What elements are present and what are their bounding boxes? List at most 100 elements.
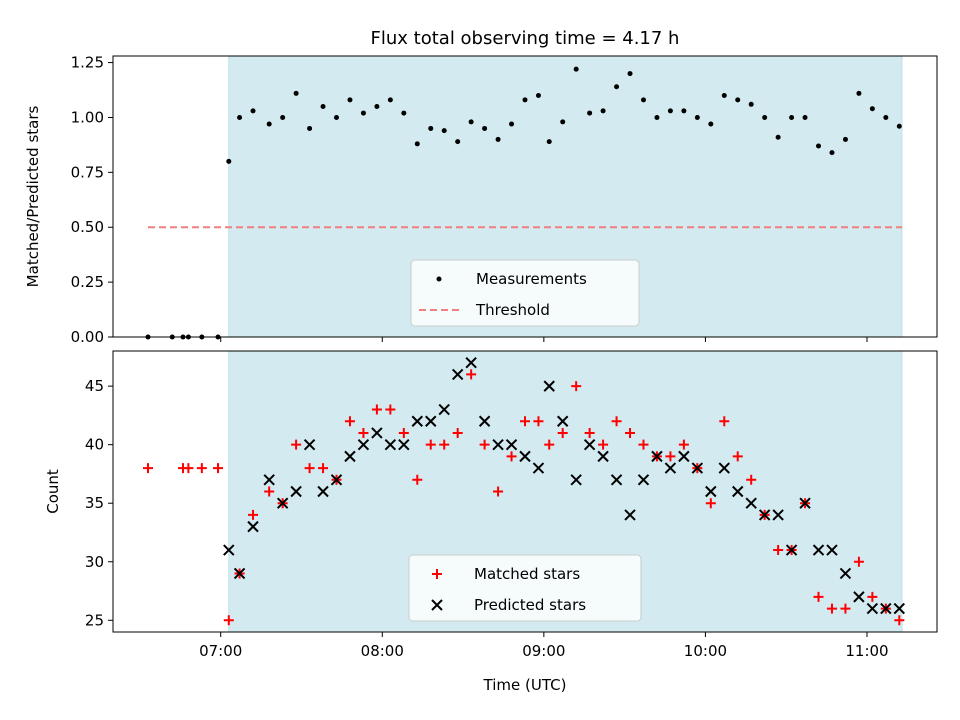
data-point (535, 93, 541, 99)
data-point (384, 438, 397, 451)
legend-label: Measurements (476, 270, 587, 288)
data-point (439, 439, 450, 450)
data-point (544, 439, 555, 450)
data-point (264, 486, 275, 497)
legend-label: Matched stars (474, 565, 580, 583)
data-point (347, 97, 353, 103)
data-point (802, 114, 808, 120)
data-point (826, 544, 838, 556)
data-point (799, 497, 811, 509)
data-point (856, 90, 862, 96)
data-point (893, 602, 906, 615)
data-point (664, 462, 677, 474)
y-tick-label: 0.75 (71, 163, 104, 181)
data-point (587, 110, 593, 116)
data-point (213, 463, 224, 474)
data-point (583, 438, 596, 451)
data-point (853, 556, 864, 567)
data-point (143, 463, 154, 474)
data-point (425, 439, 436, 450)
data-point (250, 108, 256, 114)
data-point (455, 139, 461, 145)
x-tick-label: 08:00 (361, 642, 404, 660)
data-point (829, 150, 835, 156)
data-point (520, 416, 530, 427)
data-point (226, 158, 232, 164)
data-point (826, 603, 837, 614)
data-point (694, 114, 700, 120)
data-point (237, 114, 243, 120)
data-point (678, 450, 690, 463)
legend-box (408, 554, 642, 622)
data-point (482, 125, 488, 131)
data-point (320, 103, 326, 109)
data-point (492, 438, 504, 451)
data-point (627, 71, 633, 77)
plot-frame (112, 350, 938, 633)
y-tick-label: 0.25 (71, 273, 104, 291)
data-point (495, 136, 501, 142)
data-point (398, 438, 410, 451)
y-axis-label: Matched/Predicted stars (24, 106, 42, 288)
data-point (385, 404, 396, 415)
data-point (452, 427, 463, 438)
data-point (654, 114, 660, 120)
data-point (317, 485, 329, 498)
data-point (735, 97, 741, 103)
x-tick-label: 09:00 (522, 642, 565, 660)
data-point (573, 66, 579, 72)
data-point (398, 427, 409, 438)
data-point (718, 462, 730, 474)
panel-2: 25 30 35 40 45 07:00 08:00 09:00 10:00 11:00 Count… (44, 350, 938, 694)
data-point (478, 415, 491, 427)
data-point (678, 439, 689, 450)
data-point (290, 485, 302, 498)
legend: Matched stars Predicted stars (408, 554, 642, 622)
series-measurements (145, 66, 902, 340)
plot-frame (112, 55, 938, 338)
data-point (344, 450, 356, 463)
data-point (438, 403, 450, 416)
data-point (610, 474, 623, 486)
legend: Measurements Threshold (410, 259, 640, 327)
data-point (557, 427, 568, 438)
data-point (451, 368, 464, 381)
data-point (773, 545, 784, 556)
data-point (519, 450, 531, 463)
data-point (411, 415, 423, 427)
data-point (556, 415, 569, 427)
y-tick-label: 35 (85, 494, 104, 512)
legend-label: Predicted stars (474, 596, 586, 614)
y-tick-label: 30 (85, 553, 104, 571)
data-point (509, 121, 515, 127)
data-point (428, 125, 434, 131)
x-axis-label: Time (UTC) (483, 676, 567, 694)
data-point (344, 416, 355, 427)
data-point (330, 474, 343, 486)
data-point (291, 439, 302, 450)
data-point (196, 463, 207, 474)
legend-matched-symbol (432, 569, 442, 579)
panel-1: 0.00 0.25 0.50 0.75 1.00 1.25 Matched/Predicte… (24, 54, 938, 346)
data-point (425, 415, 437, 427)
data-point (543, 380, 555, 392)
data-point (334, 114, 340, 120)
data-point (304, 463, 315, 474)
data-point (570, 474, 582, 486)
data-point (839, 567, 852, 580)
legend-measurement-symbol (436, 276, 442, 282)
data-point (637, 474, 650, 486)
data-point (746, 474, 757, 485)
data-point (371, 404, 382, 415)
data-point (651, 450, 663, 463)
data-point (842, 136, 848, 142)
data-point (732, 485, 744, 498)
data-point (866, 602, 879, 615)
data-point (412, 474, 423, 485)
chart-title: Flux total observing time = 4.17 h (371, 28, 680, 49)
data-point (598, 439, 609, 450)
data-point (266, 121, 272, 127)
data-point (667, 108, 673, 114)
data-point (233, 567, 246, 580)
data-point (247, 520, 259, 533)
